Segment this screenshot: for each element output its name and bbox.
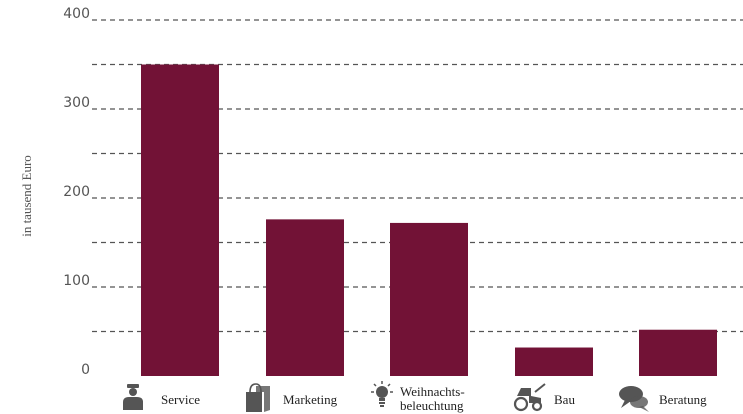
bars — [141, 64, 717, 376]
y-tick-label: 100 — [63, 273, 90, 289]
category-label: Service — [161, 392, 200, 407]
bar — [141, 64, 219, 376]
category-label: Bau — [554, 392, 575, 407]
y-tick-label: 300 — [63, 95, 90, 111]
y-axis-ticks: 0 100 200 300 400 — [63, 6, 90, 378]
bar — [515, 347, 593, 376]
shopping-bag-icon — [246, 383, 270, 412]
y-tick-label: 400 — [63, 6, 90, 22]
bar — [639, 329, 717, 376]
y-tick-label: 0 — [81, 362, 90, 378]
speech-bubble-icon — [619, 386, 649, 412]
category-labels: Service Marketing Weihnachts-beleuchtung Ba… — [161, 384, 707, 413]
y-axis-label: in tausend Euro — [19, 155, 34, 237]
person-icon — [123, 384, 143, 410]
bar — [390, 222, 468, 376]
category-label: Weihnachts-beleuchtung — [400, 384, 465, 413]
bar — [266, 219, 344, 376]
category-label: Marketing — [283, 392, 338, 407]
lightbulb-icon — [371, 381, 393, 407]
tractor-icon — [513, 383, 546, 412]
category-label: Beratung — [659, 392, 707, 407]
y-tick-label: 200 — [63, 184, 90, 200]
